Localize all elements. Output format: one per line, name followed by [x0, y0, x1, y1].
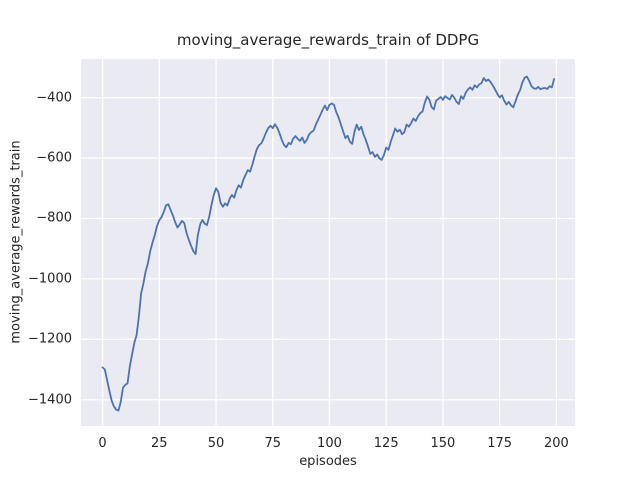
y-tick-label: −1200	[28, 331, 72, 347]
plot-title: moving_average_rewards_train of DDPG	[176, 31, 480, 49]
x-tick-label: 175	[487, 436, 513, 451]
x-tick-label: 125	[373, 436, 399, 451]
x-tick-label: 150	[430, 436, 456, 451]
x-tick-label: 75	[264, 436, 282, 451]
y-tick-label: −800	[36, 210, 72, 226]
y-tick-label: −1400	[28, 392, 72, 408]
x-tick-label: 50	[207, 436, 225, 451]
reward-curve	[101, 75, 556, 412]
y-tick-label: −1000	[28, 271, 72, 287]
x-tick-label: 200	[543, 436, 569, 451]
x-tick-label: 0	[98, 436, 107, 451]
y-axis-label: moving_average_rewards_train	[8, 140, 24, 344]
x-tick-label: 25	[151, 436, 168, 451]
x-tick-label: 100	[317, 436, 342, 451]
data-line-series	[101, 75, 556, 412]
x-axis-label: episodes	[299, 454, 357, 469]
plot-area-svg	[81, 59, 575, 426]
plot-background	[81, 59, 575, 426]
gridlines	[81, 59, 575, 426]
y-tick-label: −400	[36, 90, 72, 106]
y-tick-label: −600	[36, 150, 72, 166]
